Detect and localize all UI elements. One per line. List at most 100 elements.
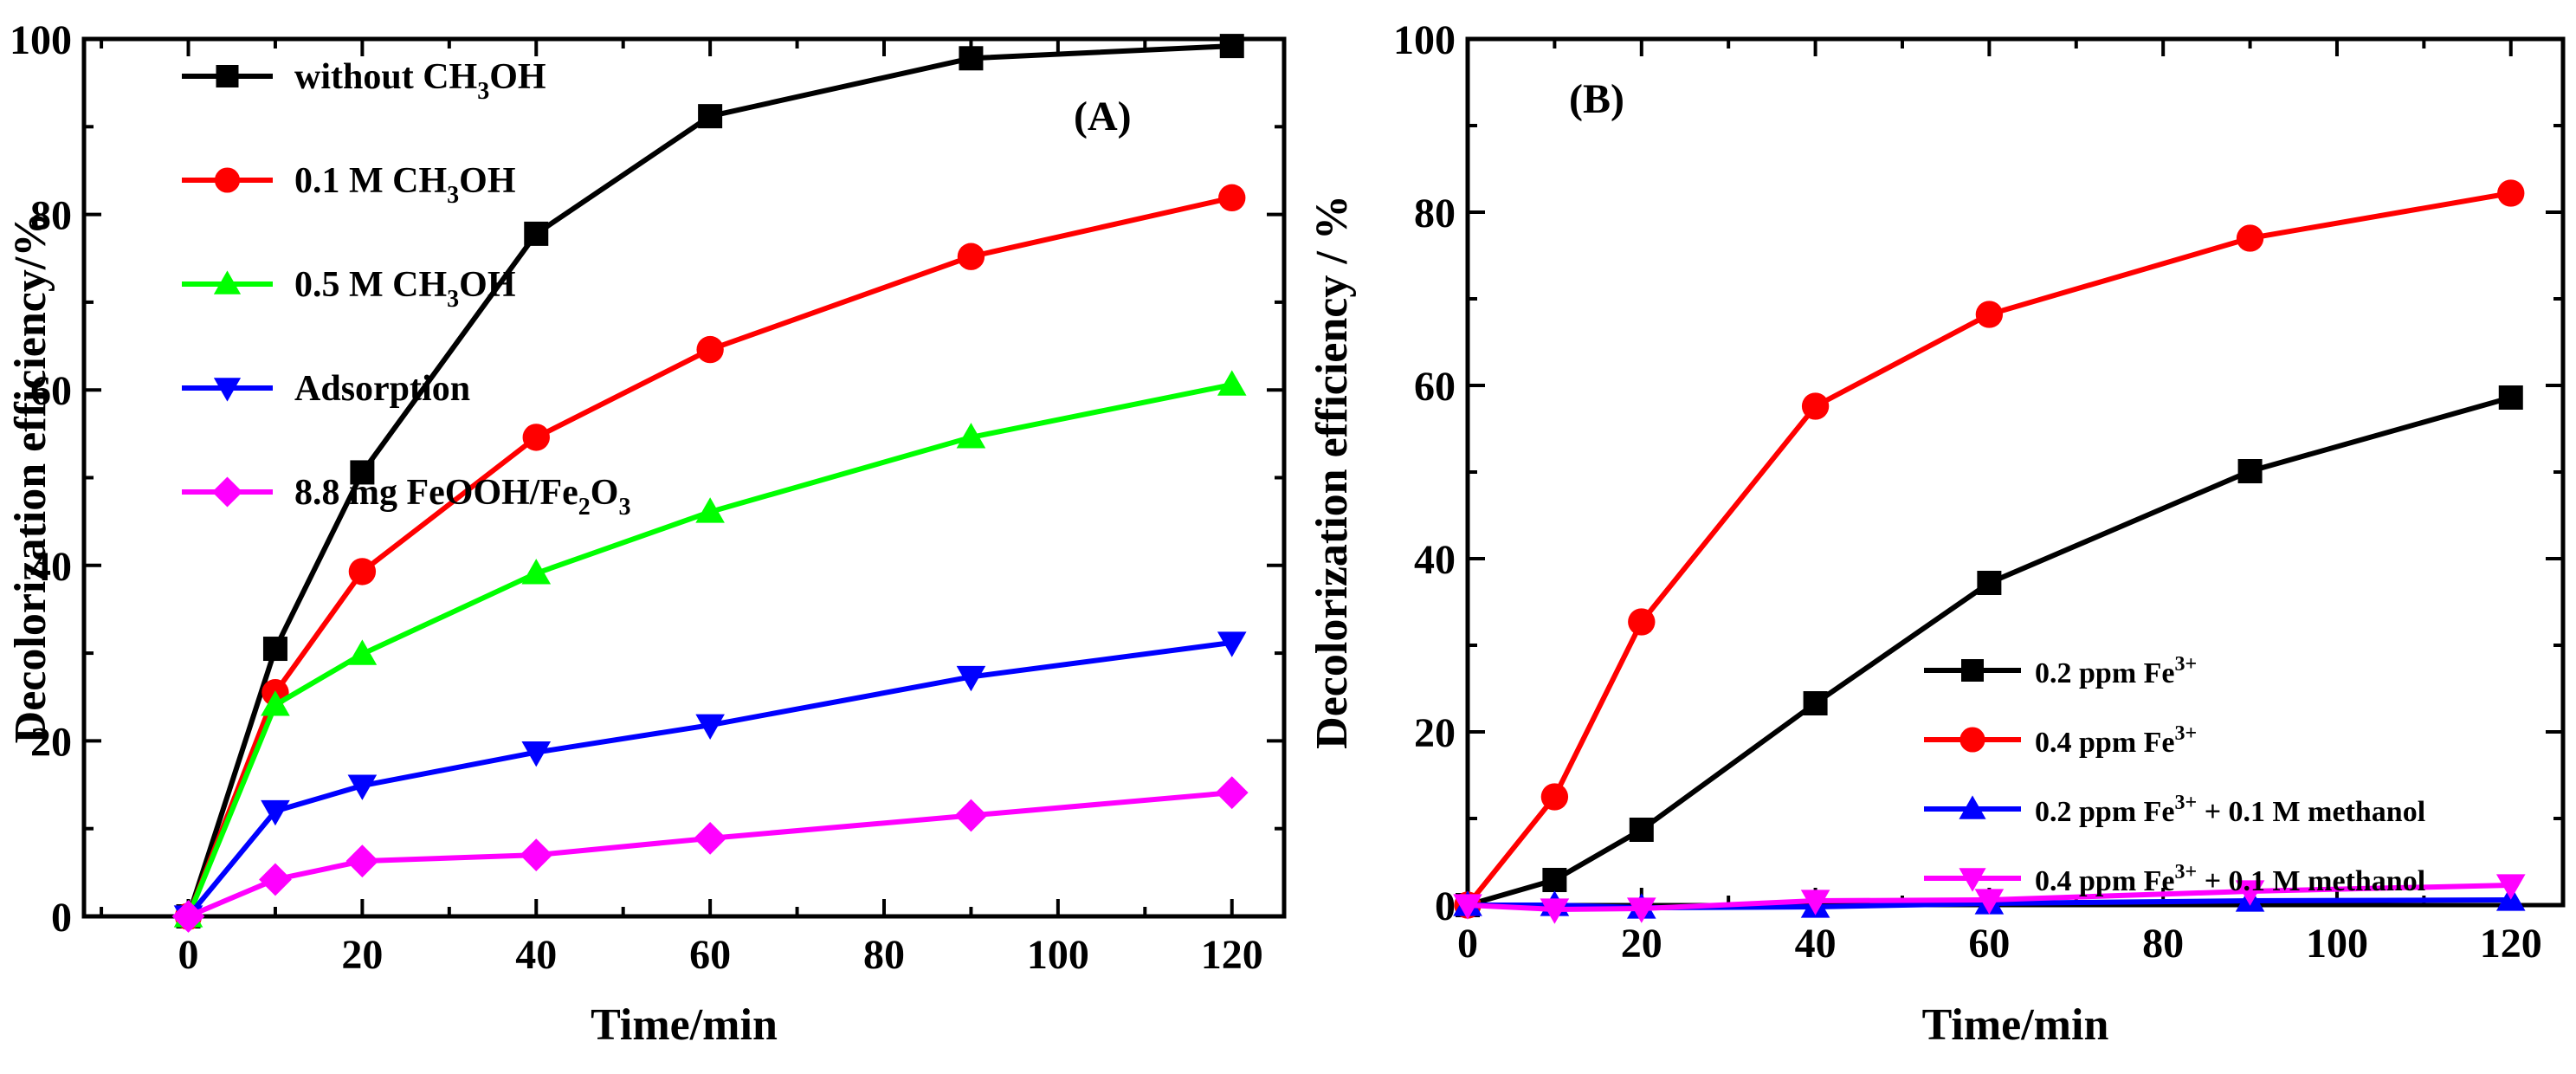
a-y-axis-title: Decolorization efficiency/% (6, 212, 55, 744)
a-data-point (957, 243, 985, 270)
b-legend-marker (1959, 727, 1985, 753)
b-data-point (1801, 392, 1830, 420)
b-x-axis-title: Time/min (1922, 1000, 2109, 1050)
a-x-tick-label: 120 (1201, 932, 1263, 978)
a-legend-marker (213, 270, 242, 294)
a-legend-label: without CH3OH (294, 57, 546, 105)
a-data-point (347, 639, 378, 665)
legend-label-text: without CH (294, 57, 477, 97)
legend-label-subscript: 3 (477, 78, 489, 105)
b-data-point (1803, 691, 1828, 715)
a-legend-marker (214, 167, 241, 193)
b-legend-label: 0.2 ppm Fe3+ (2035, 653, 2197, 689)
b-x-tick-label: 60 (1968, 921, 2010, 967)
a-data-point (959, 46, 984, 71)
legend-label-text: 8.8 mg FeOOH/Fe (294, 473, 578, 513)
b-y-tick-label: 100 (1393, 17, 1456, 63)
a-legend-marker (216, 65, 239, 87)
a-x-tick-label: 40 (515, 932, 557, 978)
a-x-tick-label: 60 (689, 932, 731, 978)
b-y-tick-label: 40 (1414, 537, 1456, 583)
legend-label-text: 0.4 ppm Fe (2035, 865, 2175, 897)
b-data-point (2498, 385, 2523, 410)
b-data-point (1800, 890, 1830, 915)
a-data-point (171, 900, 205, 933)
b-data-point (1542, 868, 1567, 892)
a-legend-marker (211, 476, 243, 508)
a-data-point (695, 497, 725, 523)
a-x-tick-label: 20 (341, 932, 383, 978)
b-y-axis-title: Decolorization efficiency / % (1307, 195, 1357, 749)
b-legend-marker (1959, 868, 1986, 892)
a-x-tick-label: 100 (1027, 932, 1089, 978)
a-data-point (261, 690, 290, 716)
b-panel-label: (B) (1569, 76, 1624, 122)
a-data-point (696, 335, 724, 364)
b-legend-label: 0.4 ppm Fe3+ + 0.1 M methanol (2035, 861, 2425, 897)
a-data-point (1219, 34, 1244, 59)
legend-label-text: Adsorption (294, 369, 470, 409)
a-y-tick-label: 60 (30, 368, 72, 414)
legend-label-text: 0.2 ppm Fe (2035, 657, 2175, 689)
b-data-point (1540, 898, 1570, 924)
legend-label-superscript: 3+ (2175, 861, 2198, 883)
b-y-tick-label: 20 (1414, 710, 1456, 756)
a-data-point (524, 221, 549, 246)
a-data-point (348, 558, 377, 586)
a-y-tick-label: 40 (30, 544, 72, 590)
b-data-point (1975, 301, 2004, 328)
legend-label-superscript: 3+ (2175, 722, 2198, 745)
b-data-point (2236, 224, 2264, 252)
a-data-point (347, 774, 378, 800)
a-legend-label: 8.8 mg FeOOH/Fe2O3 (294, 473, 630, 521)
legend-label-text: OH (489, 57, 546, 97)
a-data-point (695, 714, 725, 740)
legend-label-text: O (591, 473, 619, 513)
b-data-point (1977, 571, 2002, 595)
a-data-point (1215, 776, 1249, 810)
panel-b-chart: 0 20 40 60 80 100 120 0 20 40 60 80 100 Time/min Decol… (1307, 17, 2566, 1050)
a-data-point (956, 665, 986, 692)
b-legend: 0.2 ppm Fe3+0.4 ppm Fe3+0.2 ppm Fe3+ + 0… (1924, 653, 2425, 897)
a-y-tick-label: 20 (30, 719, 72, 765)
a-x-tick-label: 0 (178, 932, 199, 978)
panel-a-chart: 0 20 40 60 80 100 120 0 20 40 60 80 100 Time/min Decol… (6, 17, 1287, 1050)
a-y-tick-label: 80 (30, 193, 72, 239)
legend-label-subscript: 3 (447, 182, 459, 209)
a-x-axis-title: Time/min (591, 1000, 778, 1050)
b-x-tick-label: 0 (1457, 921, 1478, 967)
b-y-tick-label: 0 (1435, 883, 1456, 929)
a-x-tick-label: 80 (863, 932, 905, 978)
b-legend-label: 0.2 ppm Fe3+ + 0.1 M methanol (2035, 792, 2425, 828)
a-legend-label: 0.5 M CH3OH (294, 265, 516, 313)
b-data-point (1626, 897, 1656, 923)
b-data-point (1540, 783, 1569, 811)
legend-label-text: OH (459, 265, 515, 305)
a-data-point (1217, 370, 1247, 396)
a-data-point (698, 104, 723, 129)
a-data-point (1218, 184, 1246, 212)
a-panel-label: (A) (1074, 94, 1132, 139)
a-data-point (261, 799, 290, 826)
legend-label-text: + 0.1 M methanol (2197, 865, 2425, 897)
a-legend-label: Adsorption (294, 369, 470, 409)
b-data-point (1628, 608, 1656, 636)
b-data-point (1453, 894, 1482, 920)
b-series-0 (1456, 385, 2523, 917)
a-series-line (186, 639, 1233, 918)
a-data-point (521, 741, 552, 767)
a-plot-frame (81, 36, 1287, 919)
b-series-3 (1453, 874, 2526, 924)
legend-label-text: OH (459, 161, 515, 201)
a-data-point (521, 559, 552, 585)
a-data-point (522, 424, 550, 451)
b-data-point (2237, 459, 2263, 483)
b-x-tick-label: 20 (1621, 921, 1662, 967)
a-data-point (262, 637, 287, 662)
legend-label-superscript: 3+ (2175, 792, 2198, 814)
a-data-point (694, 821, 727, 855)
b-y-tick-label: 60 (1414, 364, 1456, 410)
legend-label-text: 0.4 ppm Fe (2035, 727, 2175, 759)
